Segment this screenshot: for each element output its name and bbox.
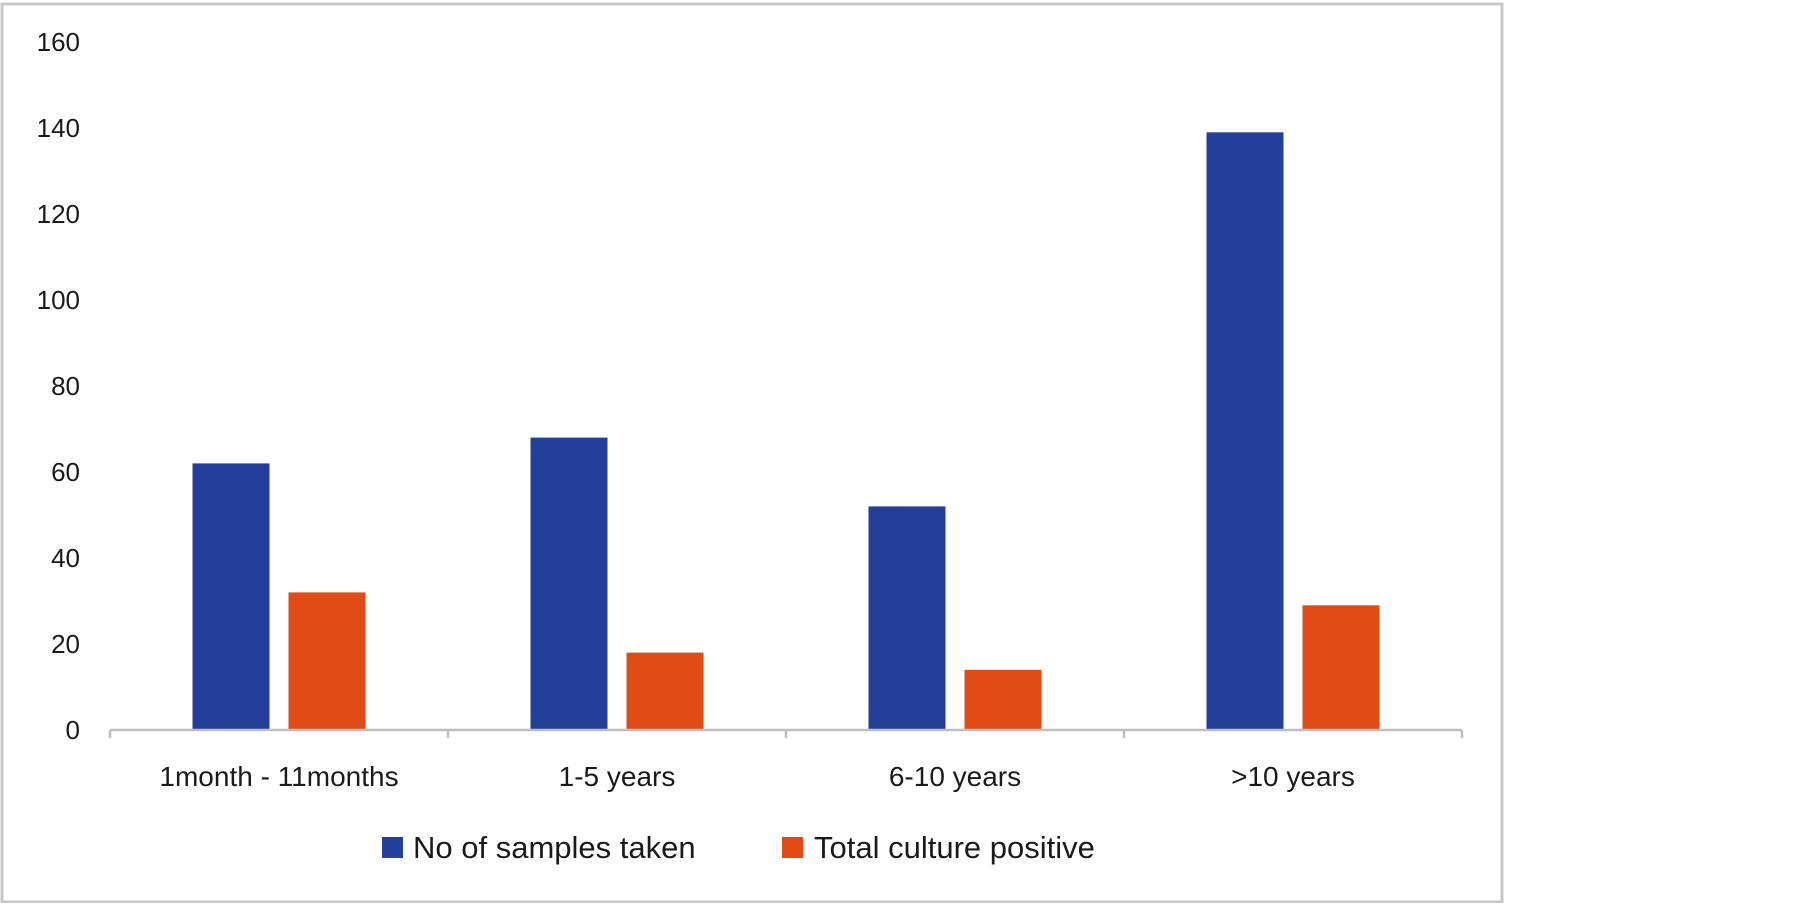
bar-samples-taken [868, 506, 946, 730]
y-tick-label: 20 [51, 629, 80, 659]
bar-samples-taken [1206, 132, 1284, 731]
bars-group [192, 132, 1380, 731]
y-tick-label: 100 [37, 285, 80, 315]
y-tick-label: 0 [66, 715, 80, 745]
x-axis: 1month - 11months 1-5 years 6-10 years >10 … [108, 728, 1464, 792]
bar-samples-taken [192, 463, 270, 730]
legend-swatch [382, 837, 403, 858]
y-axis-tick-labels: 0 20 40 60 80 100 120 140 160 [37, 27, 80, 745]
legend-label: Total culture positive [814, 830, 1095, 865]
bar-culture-positive [1302, 605, 1380, 730]
y-tick-label: 80 [51, 371, 80, 401]
y-tick-label: 140 [37, 113, 80, 143]
y-tick-label: 40 [51, 543, 80, 573]
x-category-label: 1month - 11months [159, 761, 398, 792]
bar-samples-taken [530, 437, 608, 730]
legend-label: No of samples taken [413, 830, 696, 865]
legend-swatch [782, 837, 803, 858]
bar-culture-positive [288, 592, 366, 730]
x-category-label: >10 years [1231, 761, 1355, 792]
bar-culture-positive [964, 669, 1042, 730]
x-category-label: 1-5 years [559, 761, 676, 792]
x-category-label: 6-10 years [889, 761, 1021, 792]
y-tick-label: 160 [37, 27, 80, 57]
legend: No of samples taken Total culture positiv… [382, 830, 1095, 865]
bar-culture-positive [626, 652, 704, 730]
y-tick-label: 120 [37, 199, 80, 229]
y-tick-label: 60 [51, 457, 80, 487]
